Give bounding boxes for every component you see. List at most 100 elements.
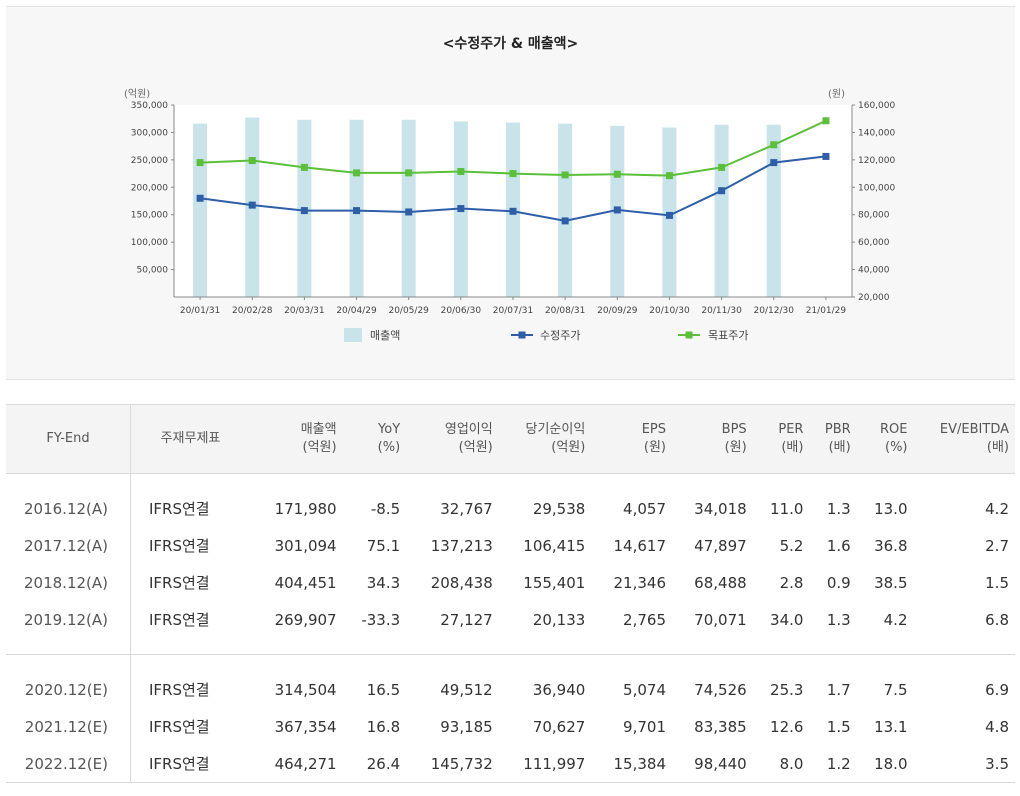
value-cell: 21,346: [613, 573, 667, 592]
table-row: 2016.12(A) IFRS연결 171,980 -8.5 32,767 29,538 4…: [6, 490, 1015, 527]
sales-bar: [558, 123, 573, 297]
value-cell: 75.1: [366, 536, 401, 555]
sales-bar: [401, 119, 416, 297]
value-cell: 29,538: [532, 499, 586, 518]
target-price-point: [353, 169, 361, 177]
column-header: ROE (%): [856, 404, 914, 474]
fiscal-period-cell: 2021.12(E): [24, 717, 108, 736]
target-price-point: [665, 172, 673, 180]
table-row: 2021.12(E) IFRS연결 367,354 16.8 93,185 70,627 9…: [6, 708, 1015, 745]
value-cell: 2,765: [623, 610, 666, 629]
value-cell: 36.8: [874, 536, 908, 555]
right-tick-label: 40,000: [858, 266, 890, 276]
column-header-unit: (억원): [302, 440, 337, 455]
target-price-point: [300, 163, 308, 171]
value-cell: 49,512: [440, 680, 493, 699]
value-cell: 1.2: [809, 745, 857, 783]
column-header-label: BPS: [721, 422, 747, 437]
column-header-unit: (원): [643, 440, 666, 455]
value-cell: 98,440: [672, 745, 753, 783]
value-cell: 34.0: [770, 610, 804, 629]
x-tick-label: 20/07/31: [493, 306, 533, 316]
value-cell: 36,940: [532, 680, 586, 699]
value-cell: 34,018: [694, 499, 747, 518]
value-cell: 26.4: [342, 745, 407, 783]
value-cell: 367,354: [274, 717, 337, 736]
target-price-point: [509, 170, 517, 178]
value-cell: 25.3: [770, 680, 804, 699]
x-tick-label: 20/06/30: [441, 306, 482, 316]
value-cell: 32,767: [440, 499, 493, 518]
table-row: 2018.12(A) IFRS연결 404,451 34.3 208,438 155,40…: [6, 564, 1015, 601]
right-tick-label: 160,000: [858, 101, 895, 111]
value-cell: 314,504: [274, 680, 337, 699]
legend-price-marker: [518, 331, 526, 339]
x-tick-label: 20/01/31: [180, 306, 220, 316]
value-cell: 5.2: [779, 536, 804, 555]
value-cell: 74,526: [694, 680, 747, 699]
adjusted-price-point: [613, 206, 621, 214]
fiscal-period-cell: 2020.12(E): [24, 680, 108, 699]
target-price-point: [613, 170, 621, 178]
x-tick-label: 20/09/29: [597, 306, 638, 316]
left-tick-label: 350,000: [131, 101, 168, 111]
value-cell: -8.5: [370, 499, 401, 518]
value-cell: 27,127: [440, 610, 493, 629]
row-spacer: [6, 654, 1015, 671]
adjusted-price-point: [248, 201, 256, 209]
adjusted-price-point: [561, 217, 569, 225]
left-tick-label: 250,000: [131, 156, 168, 166]
column-header-unit: (원): [724, 440, 747, 455]
column-header: EPS (원): [591, 404, 672, 474]
chart-panel: <수정주가 & 매출액> 350,000 300,000 250,000 200,00…: [6, 6, 1015, 380]
adjusted-price-point: [196, 194, 204, 202]
right-tick-label: 80,000: [858, 211, 890, 221]
column-header: 영업이익 (억원): [406, 404, 499, 474]
column-header: EV/EBITDA (배): [913, 404, 1015, 474]
target-price-point: [457, 168, 465, 176]
value-cell: 1.6: [826, 536, 851, 555]
adjusted-price-point: [457, 205, 465, 213]
value-cell: 7.5: [883, 680, 908, 699]
value-cell: 68,488: [694, 573, 747, 592]
x-tick-label: 20/11/30: [701, 306, 742, 316]
value-cell: 47,897: [694, 536, 747, 555]
x-tick-label: 20/05/29: [388, 306, 429, 316]
column-header: YoY (%): [342, 404, 407, 474]
value-cell: -33.3: [361, 610, 401, 629]
x-tick-label: 20/10/30: [649, 306, 690, 316]
legend-sales-label: 매출액: [370, 329, 400, 342]
value-cell: 70,627: [532, 717, 586, 736]
legend-target-label: 목표주가: [708, 329, 748, 342]
table-row: 2017.12(A) IFRS연결 301,094 75.1 137,213 106,41…: [6, 527, 1015, 564]
right-tick-label: 100,000: [858, 183, 895, 193]
value-cell: 106,415: [523, 536, 586, 555]
value-cell: 20,133: [532, 610, 586, 629]
value-cell: 11.0: [770, 499, 804, 518]
value-cell: 8.0: [752, 745, 810, 783]
column-header-unit: (배): [828, 440, 851, 455]
adjusted-price-point: [405, 208, 413, 216]
value-cell: 13.0: [874, 499, 908, 518]
value-cell: 1.7: [826, 680, 851, 699]
column-header-label: 영업이익: [444, 422, 493, 437]
column-header-label: YoY: [378, 422, 401, 437]
sales-bar: [766, 124, 781, 298]
table-row: 2022.12(E) IFRS연결 464,271 26.4 145,732 111,99…: [6, 745, 1015, 783]
target-price-point: [248, 157, 256, 165]
table-header-row: FY-End 주재무제표 매출액 (억원) YoY (%) 영업이익 (억원) 당기순이익 (억원…: [6, 404, 1015, 474]
column-header: PBR (배): [809, 404, 857, 474]
x-tick-label: 21/01/29: [806, 306, 847, 316]
value-cell: 93,185: [440, 717, 493, 736]
column-header-unit: (억원): [551, 440, 586, 455]
value-cell: 1.3: [826, 610, 851, 629]
row-separator: [6, 638, 1015, 655]
chart-title: <수정주가 & 매출액>: [442, 36, 579, 52]
financial-summary-table: FY-End 주재무제표 매출액 (억원) YoY (%) 영업이익 (억원) 당기순이익 (억원…: [6, 404, 1015, 783]
legend-sales-swatch: [344, 328, 362, 342]
target-price-point: [196, 159, 204, 167]
adjusted-price-point: [770, 159, 778, 167]
column-header-label: FY-End: [46, 431, 90, 446]
value-cell: 13.1: [874, 717, 908, 736]
sales-bar: [714, 124, 729, 298]
